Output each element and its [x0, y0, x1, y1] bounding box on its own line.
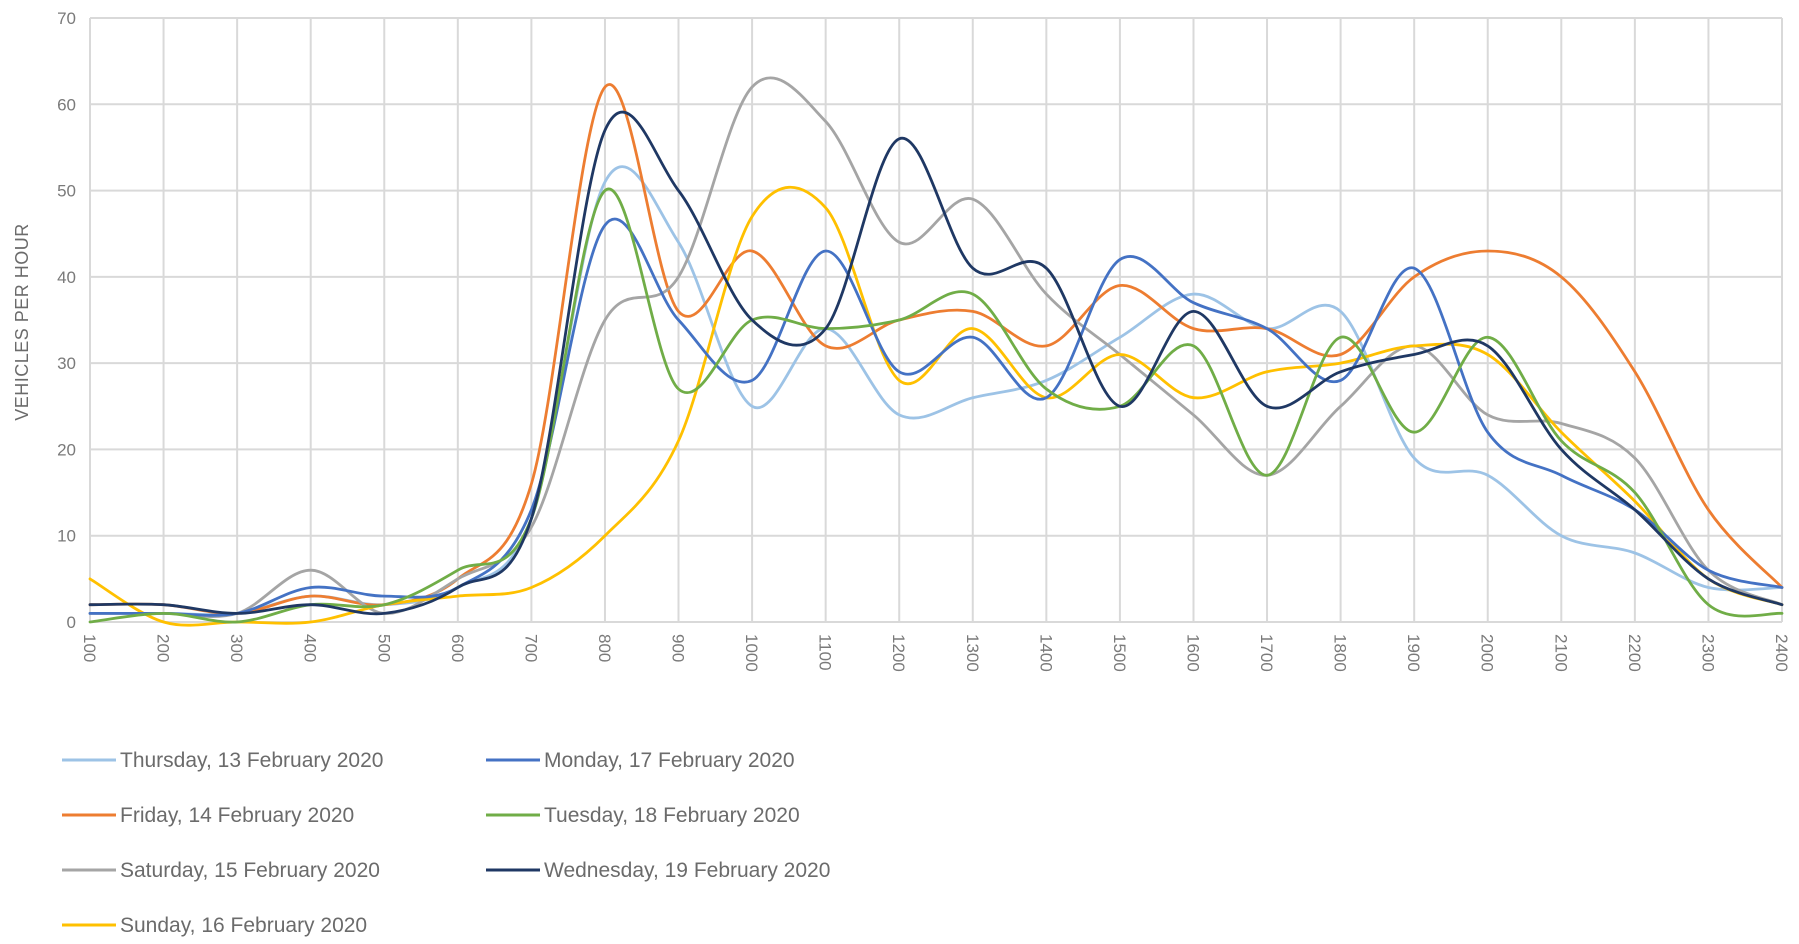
series-lines: [88, 76, 1784, 627]
legend-label: Wednesday, 19 February 2020: [544, 859, 830, 882]
legend-label: Thursday, 13 February 2020: [120, 749, 383, 772]
legend: Thursday, 13 February 2020 Friday, 14 Feb…: [62, 749, 830, 937]
y-axis-label: VEHICLES PER HOUR: [12, 223, 32, 421]
x-tick-label: 2100: [1551, 634, 1570, 672]
x-tick-label: 2400: [1772, 634, 1791, 672]
x-tick-label: 100: [80, 634, 99, 662]
legend-item: Wednesday, 19 February 2020: [486, 859, 830, 882]
x-tick-label: 700: [521, 634, 540, 662]
x-tick-label: 2200: [1625, 634, 1644, 672]
x-tick-label: 500: [374, 634, 393, 662]
series-line-0: [88, 165, 1784, 617]
legend-item: Monday, 17 February 2020: [486, 749, 795, 772]
legend-item: Friday, 14 February 2020: [62, 804, 354, 827]
legend-item: Saturday, 15 February 2020: [62, 859, 380, 882]
x-tick-label: 300: [227, 634, 246, 662]
x-tick-label: 1100: [816, 634, 835, 671]
x-axis: 100 200 300 400 500 600 700 800 900 1000 1100 1200 1…: [80, 634, 1791, 672]
x-tick-label: 2300: [1698, 634, 1717, 672]
y-tick-label: 20: [57, 440, 76, 459]
x-tick-label: 800: [595, 634, 614, 662]
legend-label: Friday, 14 February 2020: [120, 804, 354, 827]
legend-item: Tuesday, 18 February 2020: [486, 804, 800, 827]
series-line-5: [88, 187, 1784, 624]
legend-item: Thursday, 13 February 2020: [62, 749, 383, 772]
y-axis: 0 10 20 30 40 50 60 70: [57, 9, 76, 632]
grid: [89, 17, 1783, 623]
x-tick-label: 900: [669, 634, 688, 662]
y-tick-label: 30: [57, 354, 76, 373]
legend-item: Sunday, 16 February 2020: [62, 914, 367, 937]
y-tick-label: 70: [57, 9, 76, 28]
series-line-4: [88, 217, 1784, 617]
y-tick-label: 10: [57, 527, 76, 546]
legend-label: Sunday, 16 February 2020: [120, 914, 367, 937]
x-tick-label: 1600: [1183, 634, 1202, 672]
x-tick-label: 1800: [1331, 634, 1350, 672]
legend-label: Monday, 17 February 2020: [544, 749, 795, 772]
x-tick-label: 1400: [1036, 634, 1055, 672]
y-tick-label: 40: [57, 268, 76, 287]
x-tick-label: 1900: [1404, 634, 1423, 672]
x-tick-label: 2000: [1478, 634, 1497, 672]
series-line-6: [88, 110, 1784, 616]
y-tick-label: 50: [57, 182, 76, 201]
x-tick-label: 1000: [742, 634, 761, 672]
x-tick-label: 1700: [1257, 634, 1276, 672]
x-tick-label: 1300: [963, 634, 982, 672]
x-tick-label: 200: [154, 634, 173, 662]
x-tick-label: 1200: [889, 634, 908, 672]
legend-label: Saturday, 15 February 2020: [120, 859, 380, 882]
x-tick-label: 600: [448, 634, 467, 662]
x-tick-label: 1500: [1110, 634, 1129, 672]
series-line-3: [88, 185, 1784, 627]
series-line-1: [88, 83, 1784, 615]
legend-label: Tuesday, 18 February 2020: [544, 804, 800, 827]
y-tick-label: 0: [67, 613, 76, 632]
x-tick-label: 400: [301, 634, 320, 662]
y-tick-label: 60: [57, 95, 76, 114]
